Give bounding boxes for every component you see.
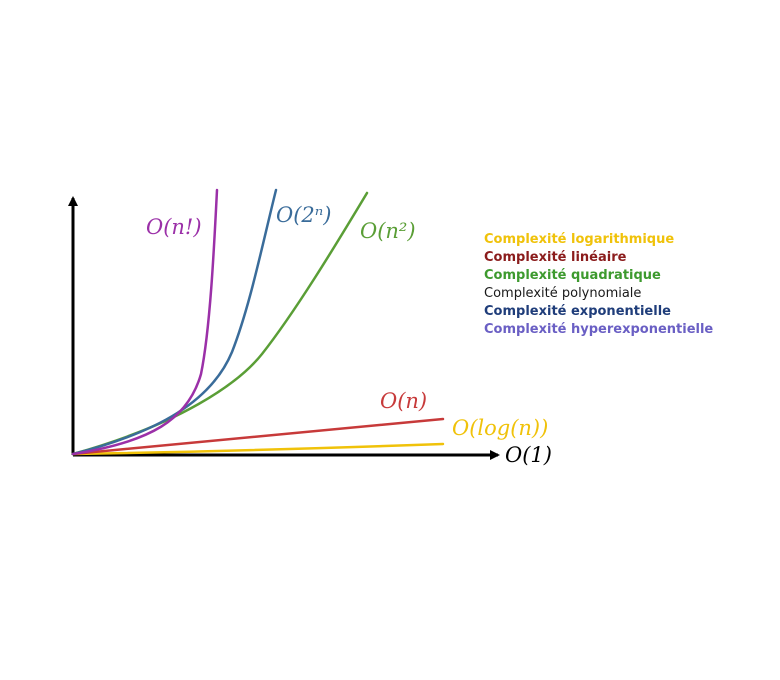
curve-quadratic <box>71 191 369 456</box>
curve-linear <box>71 417 445 456</box>
legend-item-quadratic: Complexité quadratique <box>484 268 661 283</box>
curve-exponential <box>71 188 278 456</box>
legend-item-logarithmic: Complexité logarithmique <box>484 232 675 247</box>
label-quadratic: O(n²) <box>360 219 416 243</box>
legend-item-linear: Complexité linéaire <box>484 250 627 265</box>
legend-item-exponential: Complexité exponentielle <box>484 304 671 319</box>
label-constant: O(1) <box>505 443 552 467</box>
legend-item-hyperexponential: Complexité hyperexponentielle <box>484 322 714 337</box>
label-exponential: O(2ⁿ) <box>276 203 331 227</box>
legend-item-polynomial: Complexité polynomiale <box>484 286 642 301</box>
curve-factorial <box>71 188 219 456</box>
legend: Complexité logarithmique Complexité liné… <box>484 231 713 339</box>
curve-logarithmic <box>71 442 445 456</box>
label-logarithmic: O(log(n)) <box>452 416 548 440</box>
label-linear: O(n) <box>380 389 427 413</box>
label-factorial: O(n!) <box>146 215 202 239</box>
